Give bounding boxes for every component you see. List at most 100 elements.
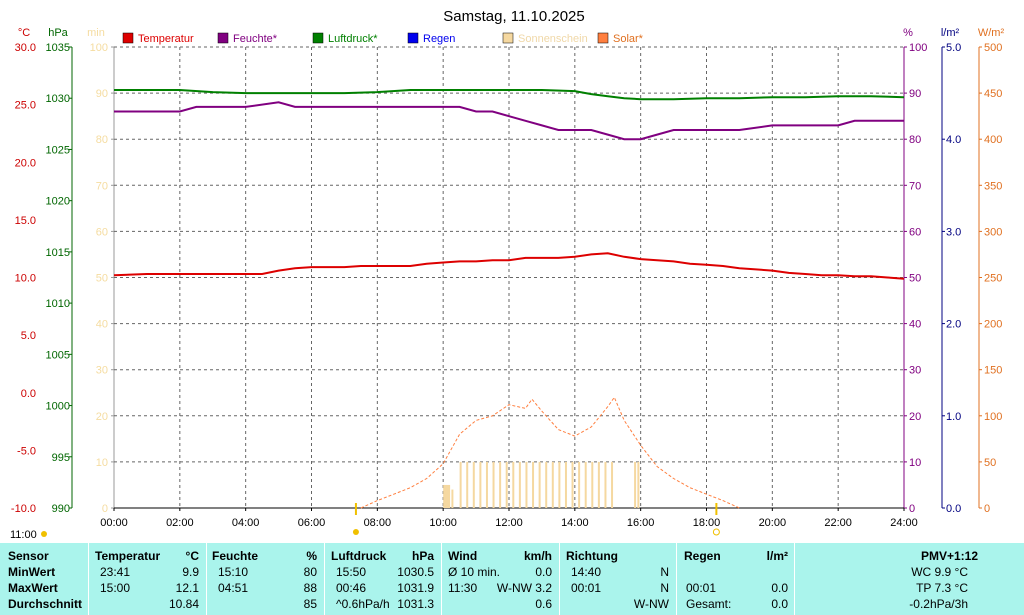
feuchte-time: 04:51 (218, 581, 249, 595)
header-regen-unit: l/m² (766, 549, 788, 563)
row-label: MinWert (8, 565, 56, 579)
solar-tick-label: 350 (984, 180, 1002, 192)
series-luftdruck (114, 89, 905, 101)
header-pmv: PMV+1:12 (920, 549, 978, 563)
sunshine-bar (492, 461, 495, 508)
feuchte-time: 15:10 (218, 565, 249, 579)
wind-label: Ø 10 min. (448, 565, 501, 579)
richtung-value: N (660, 581, 669, 595)
luftdruck-value: 1031.9 (397, 581, 434, 595)
sunshine-bar (538, 461, 541, 508)
sun-tick-label: 40 (96, 319, 108, 331)
legend-label: Sonnenschein (518, 33, 588, 45)
sunshine-bar (558, 461, 561, 508)
sun-marker (354, 503, 357, 515)
temp-tick-label: 5.0 (21, 330, 36, 342)
hum-tick-label: 40 (909, 319, 921, 331)
luftdruck-value: 1031.3 (397, 597, 434, 611)
sun-marker (715, 503, 718, 515)
temp-tick-label: 25.0 (15, 100, 36, 112)
press-unit-label: hPa (48, 27, 68, 39)
sun-tick-label: 100 (90, 42, 108, 54)
sunshine-bar (551, 461, 554, 508)
x-tick-label: 10:00 (429, 517, 457, 529)
pmv-value: -0.2hPa/3h (909, 597, 968, 611)
temp-tick-label: 30.0 (15, 42, 36, 54)
legend-swatch (502, 32, 514, 44)
x-tick-label: 12:00 (495, 517, 523, 529)
sunshine-bar (571, 461, 574, 508)
chart-legend: Temperatur Feuchte* Luftdruck* Regen Sonnens… (122, 32, 644, 45)
temp-value: 12.1 (175, 581, 199, 595)
header-richtung: Richtung (566, 549, 618, 563)
legend-swatch (312, 32, 324, 44)
hum-tick-label: 100 (909, 42, 927, 54)
x-tick-label: 02:00 (166, 517, 194, 529)
series-temperatur (113, 252, 905, 280)
rain-tick-label: 0.0 (946, 503, 961, 515)
sunshine-bar (637, 461, 640, 508)
chart-grid (114, 46, 904, 508)
sunshine-bar (472, 461, 475, 508)
x-tick-label: 14:00 (561, 517, 589, 529)
sunrise-dot (352, 529, 359, 535)
series-solar (360, 396, 740, 509)
hum-tick-label: 60 (909, 226, 921, 238)
sunshine-bar (466, 461, 469, 508)
temp-tick-label: 10.0 (15, 273, 36, 285)
richtung-value: W-NW (633, 597, 669, 611)
sunshine-bar (446, 484, 449, 508)
chart-series (113, 89, 905, 509)
solar-tick-label: 100 (984, 411, 1002, 423)
header-luftdruck: Luftdruck (331, 549, 387, 563)
luftdruck-time: 15:50 (336, 565, 367, 579)
temp-value: 9.9 (182, 565, 199, 579)
hum-tick-label: 90 (909, 88, 921, 100)
legend-label: Regen (423, 33, 455, 45)
solar-tick-label: 50 (984, 457, 996, 469)
wind-value: 0.6 (535, 597, 552, 611)
richtung-time: 00:01 (571, 581, 602, 595)
press-tick-label: 1015 (46, 247, 70, 259)
header-luftdruck-unit: hPa (411, 549, 434, 563)
sunshine-bar (634, 461, 637, 508)
legend-label: Feuchte* (233, 33, 278, 45)
press-tick-label: 1025 (46, 144, 70, 156)
sun-tick-label: 90 (96, 88, 108, 100)
rain-tick-label: 2.0 (946, 319, 961, 331)
richtung-value: N (660, 565, 669, 579)
row-label: MaxWert (8, 581, 58, 595)
temp-time: 23:41 (100, 565, 131, 579)
chart-title: Samstag, 11.10.2025 (443, 8, 585, 25)
sunshine-bar (611, 461, 614, 508)
sunshine-bar (564, 461, 567, 508)
sunshine-bar (604, 461, 607, 508)
sunshine-bars (443, 461, 640, 508)
sunshine-bar (584, 461, 587, 508)
sunshine-bar (578, 461, 581, 508)
press-tick-label: 995 (52, 452, 70, 464)
stats-table: Sensor Temperatur °C Feuchte% Luftdruck hPa Wi… (0, 543, 1024, 615)
legend-label: Temperatur (138, 33, 194, 45)
header-wind: Wind (448, 549, 478, 563)
regen-value: 0.0 (771, 597, 788, 611)
sunshine-bar (505, 461, 508, 508)
header-temp-unit: °C (185, 549, 199, 563)
rain-tick-label: 1.0 (946, 411, 961, 423)
solar-tick-label: 250 (984, 273, 1002, 285)
chart-axes: 30.025.020.015.010.05.00.0-5.0-10.0°C103… (10, 27, 1004, 541)
row-label: Durchschnitt (8, 597, 83, 611)
sun-tick-label: 50 (96, 273, 108, 285)
sunshine-bar (512, 461, 515, 508)
legend-swatch (217, 32, 229, 44)
rain-tick-label: 4.0 (946, 134, 961, 146)
solar-tick-label: 200 (984, 319, 1002, 331)
sunshine-bar (597, 461, 600, 508)
solar-unit-label: W/m² (978, 27, 1005, 39)
press-tick-label: 1005 (46, 349, 70, 361)
header-feuchte-unit: % (306, 549, 317, 563)
sun-tick-label: 60 (96, 226, 108, 238)
x-tick-label: 22:00 (824, 517, 852, 529)
header-sensor: Sensor (8, 549, 49, 563)
wind-value: 0.0 (535, 565, 552, 579)
